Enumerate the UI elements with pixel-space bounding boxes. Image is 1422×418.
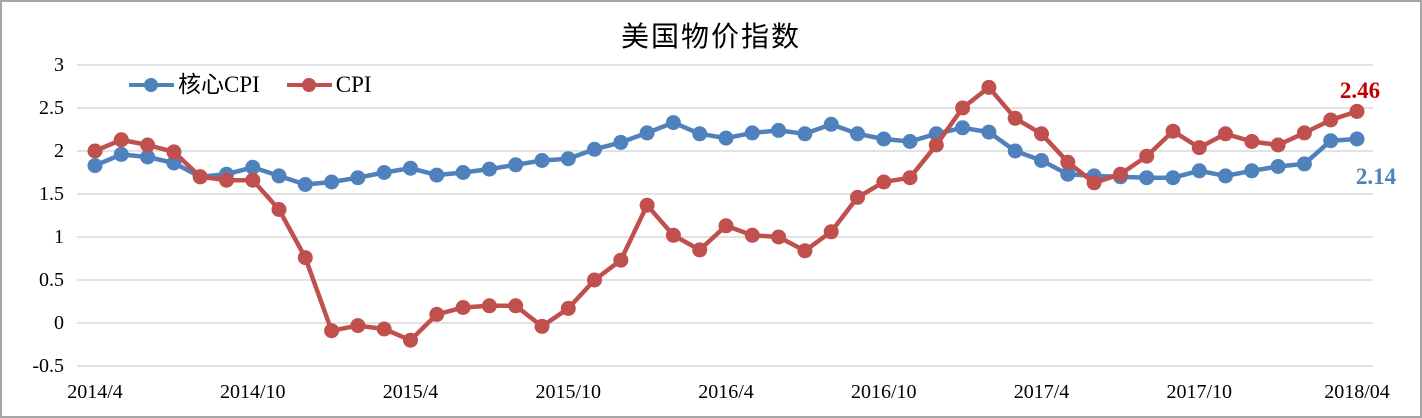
x-axis-tick-label: 2017/4 — [1013, 381, 1070, 403]
x-axis-tick-label: 2018/04 — [1324, 381, 1390, 403]
x-axis-tick-label: 2017/10 — [1166, 381, 1233, 403]
legend: 核心CPI CPI — [128, 71, 372, 99]
x-axis-tick-label: 2014/4 — [67, 381, 123, 403]
cpi-line-marker-icon — [286, 78, 332, 92]
legend-label-cpi: CPI — [335, 72, 372, 97]
y-axis-tick-label: 1.5 — [39, 183, 64, 205]
x-axis-tick-label: 2015/4 — [382, 381, 439, 403]
y-axis-tick-label: 2 — [54, 140, 64, 162]
y-axis-tick-label: 0 — [54, 312, 64, 334]
x-axis-tick-label: 2016/10 — [850, 381, 917, 403]
legend-item-cpi: CPI — [286, 71, 372, 99]
cpi-end-value-label: 2.46 — [1339, 78, 1381, 103]
legend-label-core-cpi: 核心CPI — [178, 72, 260, 97]
y-axis-tick-label: 2.5 — [39, 97, 64, 119]
chart-title: 美国物价指数 — [620, 21, 801, 52]
y-axis-tick-label: 3 — [54, 54, 64, 76]
core-cpi-line-marker-icon — [129, 78, 174, 92]
core-cpi-end-value-label: 2.14 — [1355, 164, 1397, 189]
x-axis-tick-label: 2016/4 — [698, 381, 754, 403]
y-axis-tick-label: 1 — [54, 226, 64, 248]
x-axis-tick-label: 2014/10 — [219, 381, 286, 403]
legend-item-core-cpi: 核心CPI — [128, 71, 260, 99]
y-axis-tick-label: -0.5 — [32, 355, 64, 377]
x-axis-tick-label: 2015/10 — [535, 381, 602, 403]
y-axis-tick-label: 0.5 — [39, 269, 64, 291]
